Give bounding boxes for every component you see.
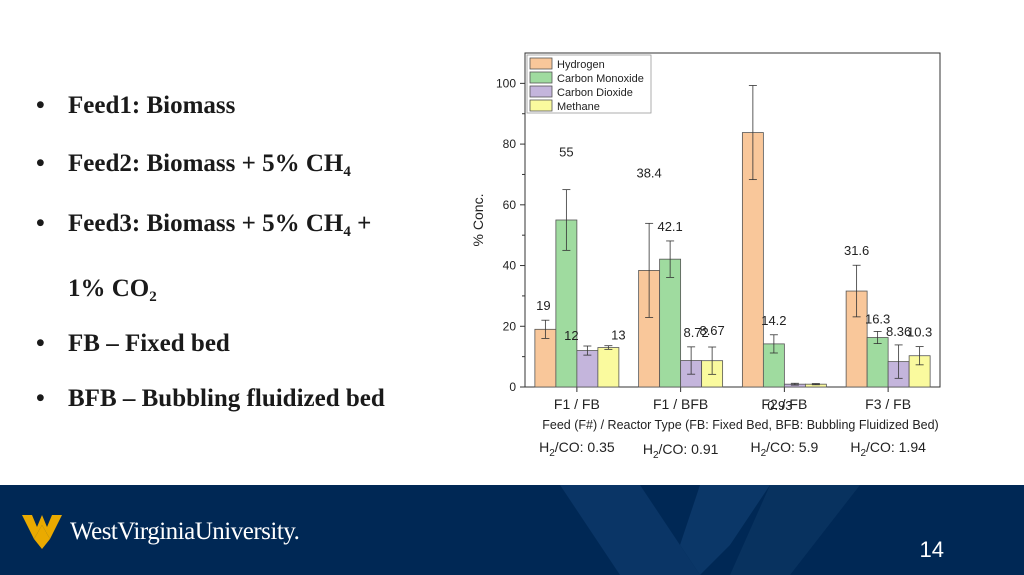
bullet-marker: • — [36, 330, 45, 357]
h2-co-ratio-label: H2/CO: 5.9 — [750, 439, 818, 459]
data-label: 8.36 — [886, 324, 911, 339]
data-label: 31.6 — [844, 243, 869, 258]
y-tick-label: 40 — [503, 259, 517, 273]
bullet-subscript: 4 — [343, 164, 351, 180]
bullet-subscript: 4 — [343, 224, 351, 240]
x-tick-label: F2 / FB — [761, 396, 807, 412]
y-tick-label: 80 — [503, 137, 517, 151]
legend-swatch — [529, 71, 553, 84]
bullet-marker: • — [36, 150, 45, 177]
page-number: 14 — [919, 537, 944, 562]
bullet-text: BFB – Bubbling fluidized bed — [68, 385, 385, 412]
wvu-wordmark: WestVirginiaUniversity. — [70, 518, 300, 545]
data-label: 8.72 — [683, 325, 708, 340]
bullet-item: • BFB – Bubbling fluidized bed — [36, 385, 385, 413]
bullet-marker: • — [36, 210, 45, 237]
y-axis-label: % Conc. — [470, 194, 486, 247]
wvu-flying-wv-icon — [22, 515, 62, 549]
bullet-item: • Feed2: Biomass + 5% CH4 — [36, 150, 351, 181]
legend-label: Carbon Monoxide — [557, 73, 644, 85]
footer-chevron-decoration — [560, 485, 860, 575]
data-label: 8.67 — [699, 323, 724, 338]
legend-swatch — [529, 57, 553, 70]
footer-bar: WestVirginiaUniversity. 14 — [0, 485, 1024, 575]
bar-methane — [597, 347, 620, 388]
data-label: 55 — [559, 145, 573, 160]
data-label: 38.4 — [636, 165, 661, 180]
bullet-text: Feed3: Biomass + 5% CH — [68, 210, 344, 237]
wvu-logo: WestVirginiaUniversity. — [22, 515, 300, 549]
bar-carbon-monoxide — [659, 258, 682, 388]
bullet-text: Feed1: Biomass — [68, 92, 236, 119]
legend-swatch — [529, 85, 553, 98]
data-label: 14.2 — [761, 313, 786, 328]
x-axis-label: Feed (F#) / Reactor Type (FB: Fixed Bed,… — [542, 418, 938, 432]
bullet-suffix: + — [350, 210, 372, 237]
y-tick-label: 60 — [503, 198, 517, 212]
bullet-item: 1% CO2 — [36, 275, 157, 306]
y-tick-label: 20 — [503, 319, 517, 333]
data-label: 0.93 — [767, 398, 792, 413]
bullet-marker: • — [36, 92, 45, 119]
h2-co-ratio-label: H2/CO: 1.94 — [850, 439, 926, 459]
bar-carbon-dioxide — [576, 350, 599, 388]
bar-chart: 0 20 40 60 80 100 % Conc. F1 / FB H2/CO: 0.35 19 5… — [470, 52, 941, 461]
legend-swatch — [529, 99, 553, 112]
bullet-marker: • — [36, 385, 45, 412]
legend-label: Carbon Dioxide — [557, 87, 633, 99]
bullet-item: • Feed1: Biomass — [36, 92, 235, 120]
bar-carbon-monoxide — [866, 337, 889, 388]
data-label: 13 — [611, 328, 625, 343]
data-label: 16.3 — [865, 311, 890, 326]
y-tick-label: 0 — [509, 380, 516, 394]
data-label: 10.3 — [907, 325, 932, 340]
bullet-item: • Feed3: Biomass + 5% CH4 + — [36, 210, 371, 241]
h2-co-ratio-label: H2/CO: 0.35 — [539, 439, 615, 459]
legend-label: Hydrogen — [557, 59, 605, 71]
x-tick-label: F1 / FB — [554, 396, 600, 412]
bullet-text: Feed2: Biomass + 5% CH — [68, 150, 344, 177]
bullet-text: FB – Fixed bed — [68, 330, 230, 357]
data-label: 19 — [536, 298, 550, 313]
plot-frame — [524, 52, 941, 388]
data-label: 42.1 — [657, 219, 682, 234]
legend-label: Methane — [557, 101, 600, 113]
bullet-item: • FB – Fixed bed — [36, 330, 230, 358]
data-label: 12 — [564, 328, 578, 343]
x-tick-label: F1 / BFB — [653, 396, 708, 412]
y-tick-label: 100 — [496, 76, 516, 90]
bullet-subscript: 2 — [149, 289, 157, 305]
h2-co-ratio-label: H2/CO: 0.91 — [643, 441, 719, 461]
bullet-text: 1% CO — [68, 275, 150, 302]
x-tick-label: F3 / FB — [865, 396, 911, 412]
